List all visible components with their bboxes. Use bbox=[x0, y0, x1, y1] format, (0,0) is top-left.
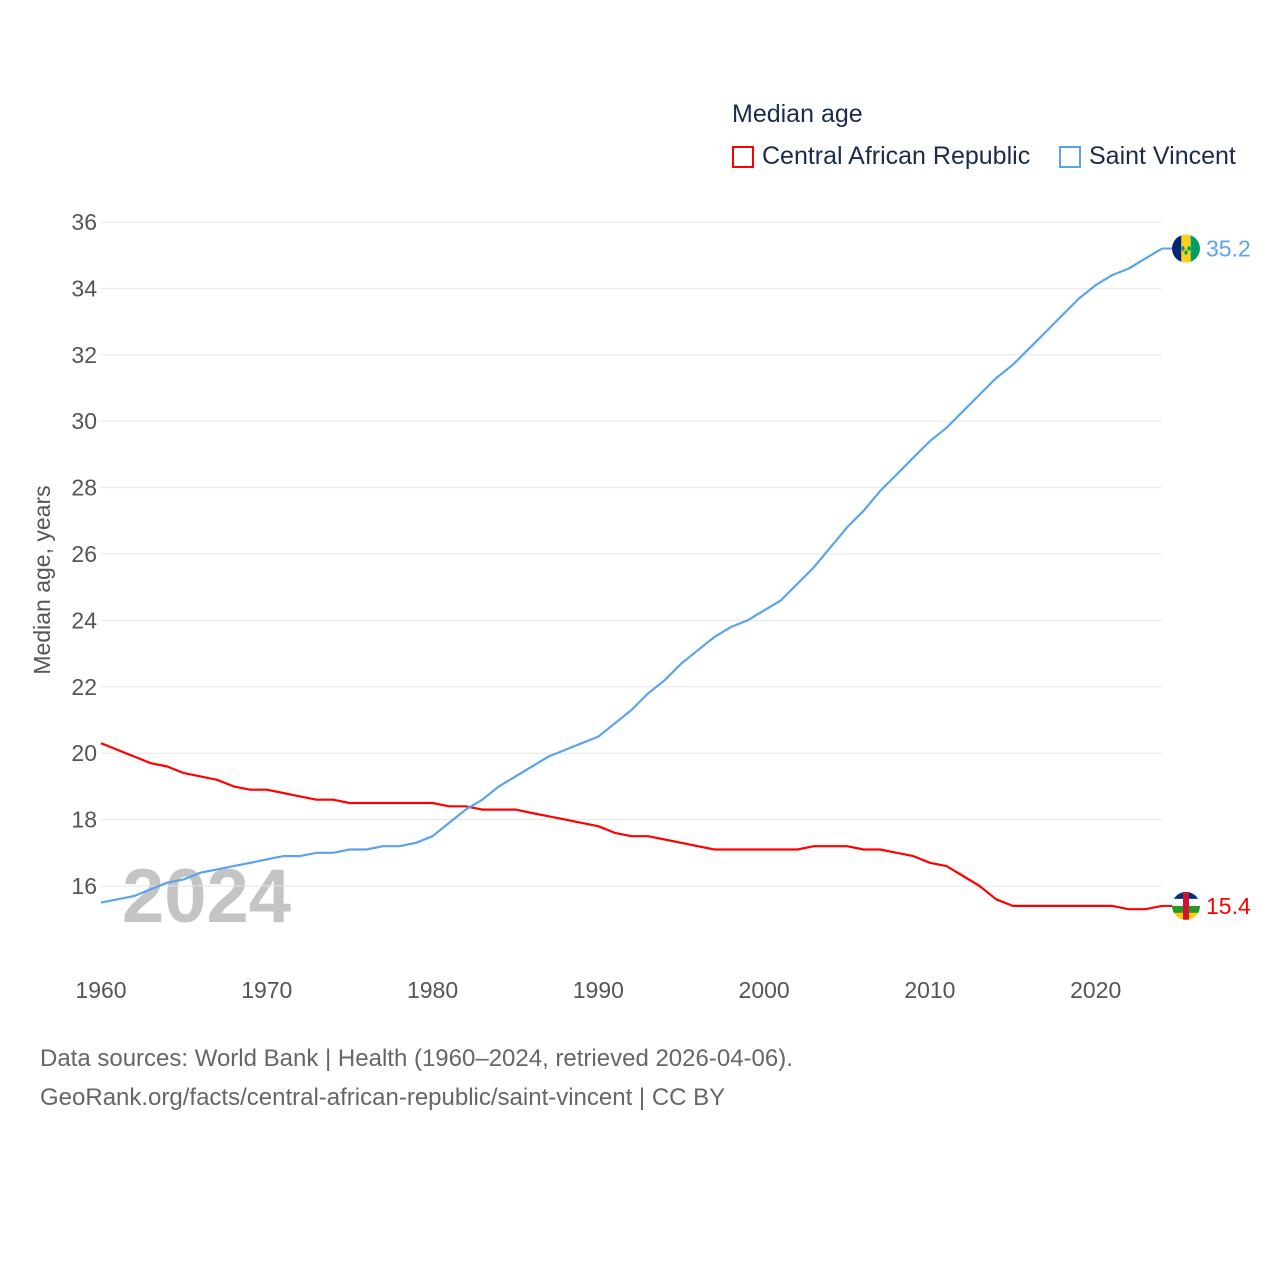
x-tick-label: 1970 bbox=[241, 977, 292, 1003]
y-tick-label: 28 bbox=[71, 475, 97, 501]
y-tick-label: 20 bbox=[71, 740, 97, 766]
y-tick-label: 30 bbox=[71, 408, 97, 434]
y-tick-label: 26 bbox=[71, 541, 97, 567]
footer-link[interactable]: GeoRank.org/facts/central-african-republ… bbox=[40, 1084, 726, 1111]
year-watermark: 2024 bbox=[122, 854, 291, 939]
legend-label-saint-vincent: Saint Vincent bbox=[1089, 142, 1236, 170]
x-tick-label: 1990 bbox=[573, 977, 624, 1003]
legend-swatch-saint-vincent bbox=[1059, 145, 1081, 168]
footer-sources: Data sources: World Bank | Health (1960–… bbox=[40, 1045, 793, 1072]
y-tick-label: 18 bbox=[71, 807, 97, 833]
legend-swatch-car bbox=[732, 145, 754, 168]
end-value-label-1: 35.2 bbox=[1206, 236, 1251, 262]
series-line-0 bbox=[100, 742, 1163, 911]
y-tick-label: 16 bbox=[71, 873, 97, 899]
x-tick-label: 1980 bbox=[407, 977, 458, 1003]
legend-title: Median age bbox=[732, 100, 863, 128]
end-value-label-0: 15.4 bbox=[1206, 893, 1251, 919]
flag-saint-vincent-icon bbox=[1172, 234, 1200, 263]
x-tick-label: 2020 bbox=[1070, 977, 1121, 1003]
legend-item-car[interactable]: Central African Republic bbox=[732, 142, 1030, 171]
y-tick-label: 32 bbox=[71, 342, 97, 368]
x-tick-label: 2000 bbox=[739, 977, 790, 1003]
y-tick-label: 22 bbox=[71, 674, 97, 700]
y-tick-label: 36 bbox=[71, 209, 97, 235]
x-tick-label: 1960 bbox=[75, 977, 126, 1003]
y-axis-label: Median age, years bbox=[29, 485, 55, 674]
y-tick-label: 24 bbox=[71, 607, 97, 633]
y-tick-label: 34 bbox=[71, 275, 97, 301]
legend-item-saint-vincent[interactable]: Saint Vincent bbox=[1059, 142, 1236, 171]
flag-central-african-republic-icon bbox=[1172, 891, 1200, 920]
x-tick-label: 2010 bbox=[904, 977, 955, 1003]
legend-label-car: Central African Republic bbox=[762, 142, 1031, 170]
series-line-1 bbox=[100, 247, 1163, 904]
